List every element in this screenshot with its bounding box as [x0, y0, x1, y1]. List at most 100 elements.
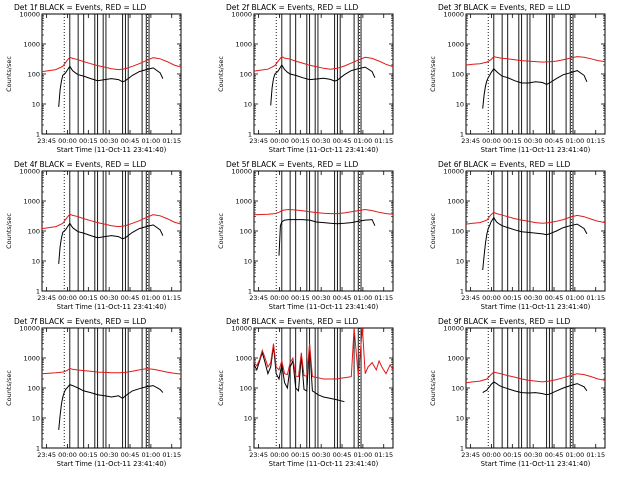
x-tick-label: 00:15	[291, 451, 310, 459]
series-events-line	[58, 384, 164, 430]
x-tick-label: 01:15	[586, 451, 605, 459]
series-lld-line	[466, 56, 605, 66]
plot-area	[42, 328, 181, 448]
x-axis-label: Start Time (11-Oct-11 23:41:40)	[269, 460, 379, 468]
x-axis-label: Start Time (11-Oct-11 23:41:40)	[269, 146, 379, 154]
x-tick-label: 23:45	[461, 137, 480, 145]
x-tick-label: 01:15	[586, 137, 605, 145]
x-axis-label: Start Time (11-Oct-11 23:41:40)	[57, 460, 167, 468]
y-tick-label: 100	[28, 385, 40, 393]
y-axis-label: Counts/sec	[217, 56, 225, 92]
x-tick-label: 23:45	[37, 451, 56, 459]
panel-title: Det 3f BLACK = Events, RED = LLD	[438, 3, 571, 12]
x-tick-label: 00:45	[545, 451, 564, 459]
x-tick-label: 00:15	[503, 137, 522, 145]
plot-frame	[465, 13, 606, 135]
y-tick-label: 10000	[231, 325, 252, 333]
x-tick-label: 00:15	[503, 451, 522, 459]
x-tick-label: 23:45	[249, 451, 268, 459]
series-events-line	[58, 222, 164, 264]
x-tick-label: 01:00	[142, 451, 161, 459]
panel-title: Det 8f BLACK = Events, RED = LLD	[226, 317, 359, 326]
y-tick-label: 1	[248, 445, 252, 453]
panel-title: Det 9f BLACK = Events, RED = LLD	[438, 317, 571, 326]
y-tick-label: 100	[28, 228, 40, 236]
y-axis-label: Counts/sec	[429, 213, 437, 249]
plot-frame	[465, 170, 606, 292]
panel-title: Det 1f BLACK = Events, RED = LLD	[14, 3, 147, 12]
y-tick-label: 1000	[235, 198, 252, 206]
y-axis-label: Counts/sec	[429, 56, 437, 92]
plot-frame	[253, 13, 394, 135]
plot-frame	[41, 327, 182, 449]
x-axis-label: Start Time (11-Oct-11 23:41:40)	[269, 303, 379, 311]
x-axis-label: Start Time (11-Oct-11 23:41:40)	[481, 146, 591, 154]
x-tick-label: 00:45	[545, 294, 564, 302]
plot-area	[466, 328, 605, 448]
plot-frame	[41, 13, 182, 135]
series-lld-line	[42, 367, 181, 375]
x-tick-label: 23:45	[37, 137, 56, 145]
y-tick-label: 10	[456, 101, 464, 109]
x-tick-label: 00:00	[482, 451, 501, 459]
x-tick-label: 01:15	[374, 137, 393, 145]
y-tick-label: 100	[240, 385, 252, 393]
x-tick-label: 01:00	[142, 294, 161, 302]
panel-det-3f: Det 3f BLACK = Events, RED = LLD Counts/s…	[429, 3, 606, 154]
y-tick-label: 100	[28, 71, 40, 79]
y-tick-label: 10000	[19, 168, 40, 176]
series-lld-line	[254, 328, 393, 380]
panel-det-4f: Det 4f BLACK = Events, RED = LLD Counts/s…	[5, 160, 182, 311]
plot-area	[466, 14, 605, 134]
y-tick-label: 10000	[443, 168, 464, 176]
y-tick-label: 10000	[231, 11, 252, 19]
y-tick-label: 10	[244, 258, 252, 266]
x-tick-label: 00:45	[121, 294, 140, 302]
x-tick-label: 00:15	[503, 294, 522, 302]
x-tick-label: 01:15	[162, 137, 181, 145]
x-tick-label: 00:30	[312, 137, 331, 145]
x-tick-label: 00:00	[270, 137, 289, 145]
plot-frame	[253, 170, 394, 292]
plot-area	[42, 14, 181, 134]
x-tick-label: 00:45	[545, 137, 564, 145]
x-tick-label: 00:00	[482, 294, 501, 302]
y-axis-label: Counts/sec	[429, 370, 437, 406]
plot-area	[254, 328, 393, 448]
y-tick-label: 1000	[23, 355, 40, 363]
y-tick-label: 1	[460, 445, 464, 453]
x-tick-label: 00:00	[58, 294, 77, 302]
y-tick-label: 100	[240, 228, 252, 236]
panel-det-2f: Det 2f BLACK = Events, RED = LLD Counts/s…	[217, 3, 394, 154]
y-axis-label: Counts/sec	[217, 213, 225, 249]
panel-title: Det 7f BLACK = Events, RED = LLD	[14, 317, 147, 326]
y-axis-label: Counts/sec	[5, 370, 13, 406]
x-tick-label: 01:00	[566, 294, 585, 302]
x-axis-label: Start Time (11-Oct-11 23:41:40)	[481, 460, 591, 468]
x-tick-label: 00:00	[58, 451, 77, 459]
series-events-line	[482, 216, 588, 271]
series-events-line	[270, 64, 376, 106]
x-tick-label: 00:15	[79, 137, 98, 145]
y-tick-label: 1000	[447, 41, 464, 49]
y-tick-label: 10	[456, 258, 464, 266]
x-tick-label: 01:00	[354, 451, 373, 459]
y-tick-label: 100	[240, 71, 252, 79]
series-lld-line	[254, 208, 393, 216]
panel-det-1f: Det 1f BLACK = Events, RED = LLD Counts/s…	[5, 3, 182, 154]
panel-det-9f: Det 9f BLACK = Events, RED = LLD Counts/s…	[429, 317, 606, 468]
x-tick-label: 01:15	[374, 451, 393, 459]
x-tick-label: 00:15	[291, 294, 310, 302]
y-tick-label: 1000	[447, 355, 464, 363]
y-tick-label: 1	[36, 445, 40, 453]
x-tick-label: 00:15	[79, 294, 98, 302]
x-tick-label: 00:15	[79, 451, 98, 459]
x-tick-label: 01:00	[142, 137, 161, 145]
y-tick-label: 1000	[23, 41, 40, 49]
plot-frame	[41, 170, 182, 292]
y-tick-label: 10000	[19, 325, 40, 333]
y-tick-label: 1	[460, 131, 464, 139]
x-tick-label: 23:45	[461, 451, 480, 459]
x-tick-label: 00:30	[524, 451, 543, 459]
